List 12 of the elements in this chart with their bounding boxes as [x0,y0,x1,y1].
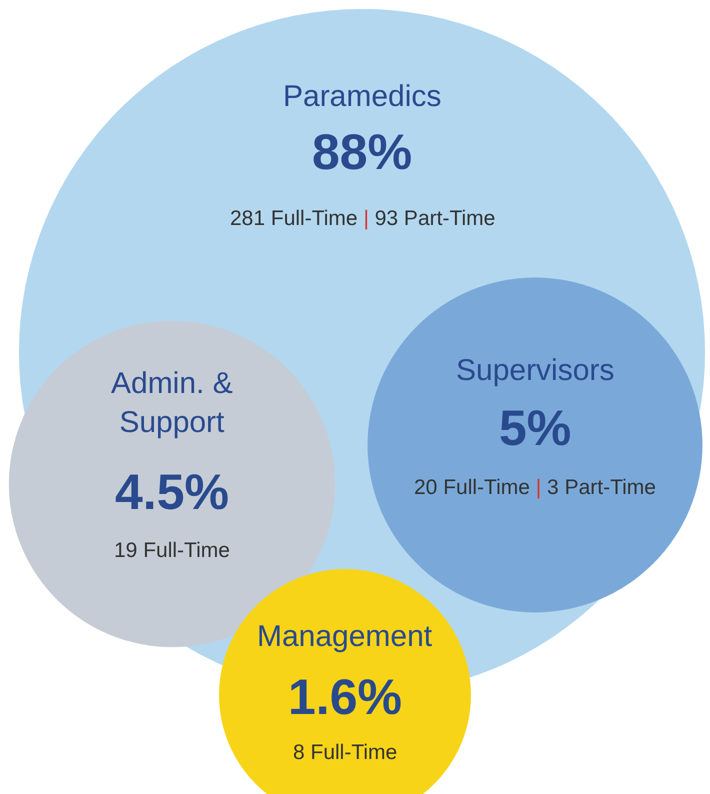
data-label: 1.6% [288,669,402,725]
text: 281 Full-Time | 93 Part-Time [230,207,496,230]
text: 8 Full-Time [293,741,398,764]
data-label: 4.5% [115,464,229,520]
category-label: Management [257,620,433,653]
category-label: Admin. & Support [111,367,233,439]
text: 19 Full-Time [114,539,230,562]
text: 20 Full-Time | 3 Part-Time [414,476,656,499]
data-label: 88% [312,124,412,180]
category-label: Paramedics [283,80,442,113]
category-label: Supervisors [456,354,614,387]
data-label: 5% [499,400,572,456]
